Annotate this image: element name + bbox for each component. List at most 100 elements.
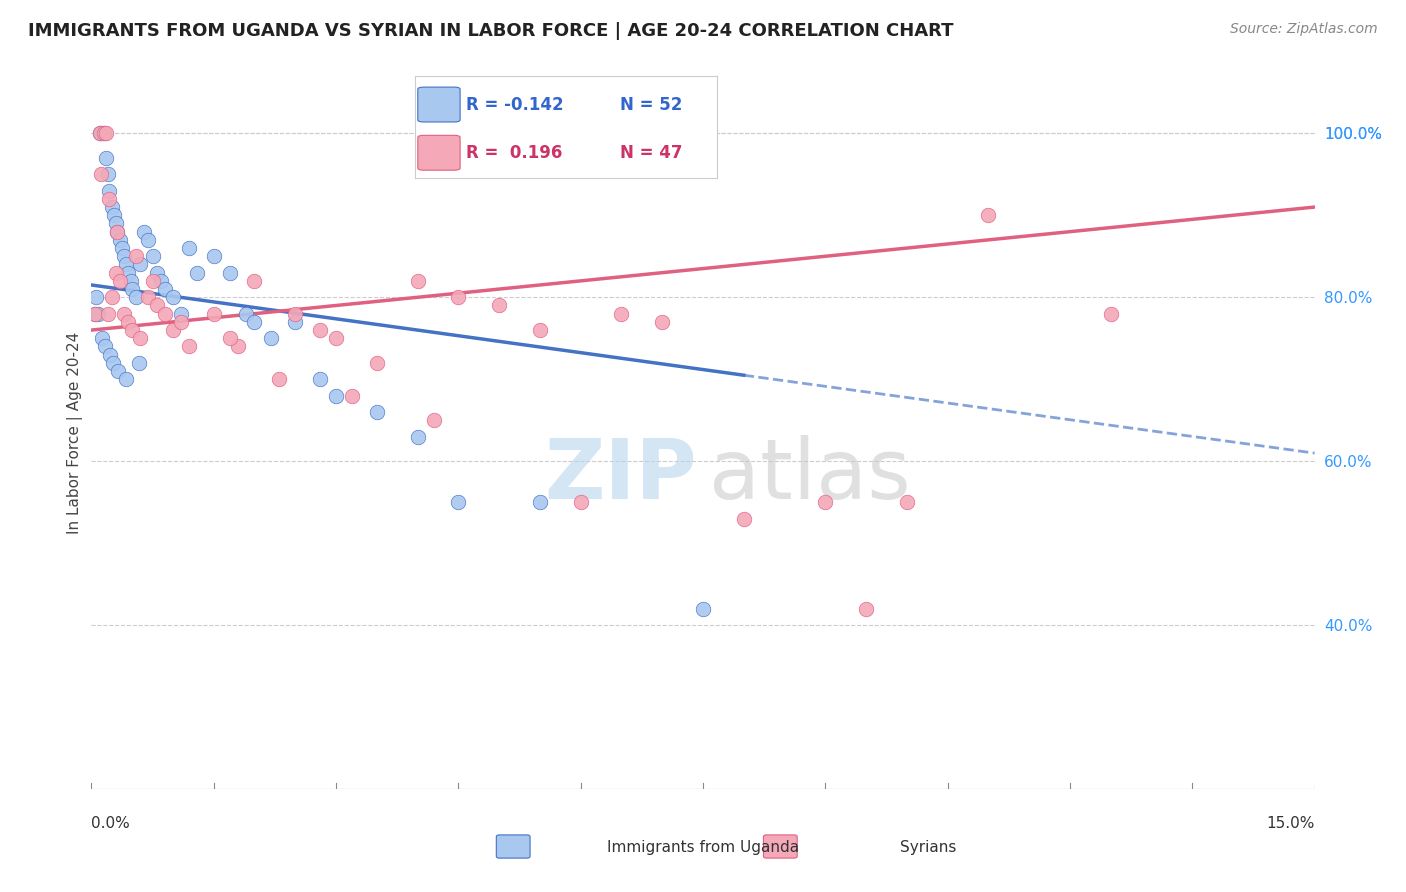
Point [149, 274, 172, 288]
Point [896, 495, 918, 509]
Point [94, 126, 117, 140]
Text: atlas: atlas [709, 435, 911, 516]
Text: R =  0.196: R = 0.196 [467, 144, 562, 161]
Point [138, 233, 160, 247]
Point [219, 266, 242, 280]
Point [153, 307, 176, 321]
Point [89, 126, 111, 140]
Point [284, 315, 307, 329]
Point [219, 331, 242, 345]
Point [406, 274, 429, 288]
Text: N = 47: N = 47 [620, 144, 683, 161]
FancyBboxPatch shape [418, 136, 460, 170]
Point [134, 225, 156, 239]
Point [108, 233, 131, 247]
Point [814, 495, 837, 509]
Point [115, 372, 138, 386]
Point [84, 307, 107, 321]
Point [651, 315, 673, 329]
Point [529, 323, 551, 337]
Point [107, 364, 129, 378]
Point [226, 339, 249, 353]
Point [170, 315, 193, 329]
Point [93, 126, 115, 140]
Point [447, 290, 470, 304]
Point [235, 307, 257, 321]
Point [243, 315, 266, 329]
Point [179, 241, 201, 255]
Point [1099, 307, 1122, 321]
Point [179, 339, 201, 353]
Point [101, 290, 124, 304]
Point [117, 266, 139, 280]
Text: IMMIGRANTS FROM UGANDA VS SYRIAN IN LABOR FORCE | AGE 20-24 CORRELATION CHART: IMMIGRANTS FROM UGANDA VS SYRIAN IN LABO… [28, 22, 953, 40]
Point [308, 372, 330, 386]
Point [260, 331, 283, 345]
Point [107, 225, 129, 239]
Point [104, 266, 127, 280]
Text: Source: ZipAtlas.com: Source: ZipAtlas.com [1230, 22, 1378, 37]
Point [104, 217, 127, 231]
Text: 0.0%: 0.0% [91, 816, 131, 830]
Text: ZIP: ZIP [544, 435, 697, 516]
Point [145, 298, 167, 312]
Point [977, 208, 1000, 222]
Point [94, 151, 117, 165]
Text: Syrians: Syrians [900, 840, 956, 855]
Point [406, 430, 429, 444]
Point [84, 307, 107, 321]
Point [103, 356, 125, 370]
Point [112, 307, 135, 321]
Point [93, 126, 115, 140]
Point [120, 274, 142, 288]
Point [129, 257, 152, 271]
Point [202, 307, 225, 321]
Point [162, 323, 184, 337]
Point [98, 348, 121, 362]
FancyBboxPatch shape [418, 87, 460, 122]
Point [186, 266, 208, 280]
Point [610, 307, 633, 321]
Point [90, 126, 112, 140]
Point [114, 257, 136, 271]
Point [125, 249, 148, 263]
Point [98, 184, 121, 198]
Point [121, 282, 143, 296]
Point [84, 290, 107, 304]
Point [112, 249, 135, 263]
Point [117, 315, 139, 329]
Point [569, 495, 592, 509]
Point [855, 602, 877, 616]
Point [162, 290, 184, 304]
Y-axis label: In Labor Force | Age 20-24: In Labor Force | Age 20-24 [67, 332, 83, 533]
Point [89, 126, 111, 140]
Point [267, 372, 290, 386]
Point [90, 167, 112, 181]
Text: Immigrants from Uganda: Immigrants from Uganda [607, 840, 799, 855]
Point [170, 307, 193, 321]
Point [243, 274, 266, 288]
Point [145, 266, 167, 280]
Text: 15.0%: 15.0% [1267, 816, 1315, 830]
Point [94, 339, 117, 353]
Point [447, 495, 470, 509]
Point [103, 208, 125, 222]
Point [128, 356, 150, 370]
Point [138, 290, 160, 304]
Point [308, 323, 330, 337]
Point [423, 413, 446, 427]
Point [108, 274, 131, 288]
Point [98, 192, 121, 206]
Point [153, 282, 176, 296]
Text: R = -0.142: R = -0.142 [467, 95, 564, 113]
Point [141, 274, 163, 288]
Point [488, 298, 510, 312]
Point [101, 200, 124, 214]
Point [141, 249, 163, 263]
Point [87, 307, 110, 321]
Point [111, 241, 134, 255]
Text: N = 52: N = 52 [620, 95, 683, 113]
Point [366, 405, 388, 419]
Point [107, 225, 129, 239]
Point [121, 323, 143, 337]
